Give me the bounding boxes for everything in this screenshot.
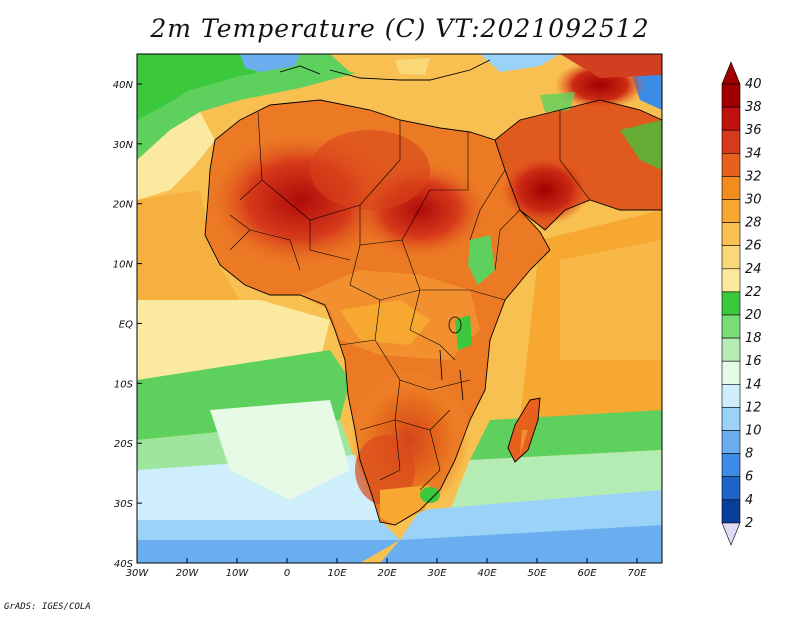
colorbar-swatch xyxy=(721,153,741,177)
colorbar-label: 2 xyxy=(745,516,753,531)
x-tick-label: 20E xyxy=(377,568,397,579)
colorbar-swatch xyxy=(721,268,741,293)
chart-title: 2m Temperature (C) VT:2021092512 xyxy=(150,14,650,43)
colorbar-label: 16 xyxy=(745,354,762,369)
colorbar-label: 18 xyxy=(745,331,762,346)
colorbar-swatch xyxy=(721,453,741,478)
y-tick-label: 30S xyxy=(114,499,134,510)
colorbar-label: 8 xyxy=(745,447,753,462)
y-tick-label: 20S xyxy=(114,439,134,450)
colorbar-swatch xyxy=(721,383,741,408)
colorbar-label: 12 xyxy=(745,400,762,415)
colorbar-swatch xyxy=(721,360,741,385)
x-axis: 30W 20W 10W 0 10E 20E 30E 40E 50E 60E 70E xyxy=(126,558,647,579)
x-tick-label: 0 xyxy=(284,568,290,579)
colorbar-swatch xyxy=(721,199,741,223)
colorbar-label: 28 xyxy=(745,216,762,231)
temperature-field xyxy=(137,54,662,563)
colorbar-label: 24 xyxy=(745,262,762,277)
y-tick-label: 30N xyxy=(113,140,134,151)
x-tick-label: 10W xyxy=(226,568,250,579)
colorbar-label: 38 xyxy=(745,100,762,115)
x-tick-label: 30W xyxy=(126,568,150,579)
y-axis: 40N 30N 20N 10N EQ 10S 20S 30S 40S xyxy=(113,80,142,570)
colorbar-label: 34 xyxy=(745,146,762,161)
colorbar-swatch xyxy=(721,106,741,131)
x-tick-label: 60E xyxy=(577,568,597,579)
y-tick-label: 40N xyxy=(113,80,134,91)
plot-frame xyxy=(136,53,663,564)
y-tick-label: 40S xyxy=(114,559,134,570)
colorbar-top-arrow xyxy=(721,61,741,85)
colorbar-swatch xyxy=(721,245,741,270)
x-tick-label: 70E xyxy=(627,568,647,579)
colorbar-label: 6 xyxy=(745,470,753,485)
colorbar: 40 38 36 34 32 30 28 26 24 22 20 18 16 14 12 10 8 6 4 2 xyxy=(721,61,762,546)
colorbar-swatch xyxy=(721,314,741,339)
colorbar-label: 40 xyxy=(745,77,762,92)
colorbar-swatch xyxy=(721,407,741,431)
y-tick-label: 20N xyxy=(113,200,134,211)
y-tick-label: 10N xyxy=(113,260,134,271)
country-borders xyxy=(229,110,591,491)
colorbar-label: 10 xyxy=(745,424,762,439)
x-tick-label: 10E xyxy=(327,568,347,579)
colorbar-swatch xyxy=(721,129,741,154)
y-tick-label: 10S xyxy=(114,379,134,390)
y-tick-label: EQ xyxy=(119,319,133,330)
coastlines xyxy=(204,59,662,526)
footer-credit: GrADS: IGES/COLA xyxy=(4,602,91,612)
colorbar-label: 22 xyxy=(745,285,762,300)
colorbar-label: 30 xyxy=(745,193,762,208)
colorbar-swatch xyxy=(721,430,741,454)
x-tick-label: 30E xyxy=(427,568,447,579)
colorbar-label: 14 xyxy=(745,377,762,392)
colorbar-bottom-arrow xyxy=(721,522,741,546)
colorbar-swatch xyxy=(721,291,741,316)
colorbar-swatch xyxy=(721,176,741,200)
colorbar-label: 36 xyxy=(745,123,762,138)
colorbar-swatch xyxy=(721,222,741,247)
colorbar-swatch xyxy=(721,337,741,362)
colorbar-label: 20 xyxy=(745,308,762,323)
x-tick-label: 50E xyxy=(527,568,547,579)
colorbar-label: 26 xyxy=(745,239,762,254)
colorbar-swatch xyxy=(721,83,741,108)
colorbar-swatch xyxy=(721,476,741,501)
colorbar-swatch xyxy=(721,499,741,524)
colorbar-label: 4 xyxy=(745,493,753,508)
x-tick-label: 40E xyxy=(477,568,497,579)
colorbar-label: 32 xyxy=(745,169,762,184)
x-tick-label: 20W xyxy=(176,568,200,579)
lakes xyxy=(439,316,464,401)
